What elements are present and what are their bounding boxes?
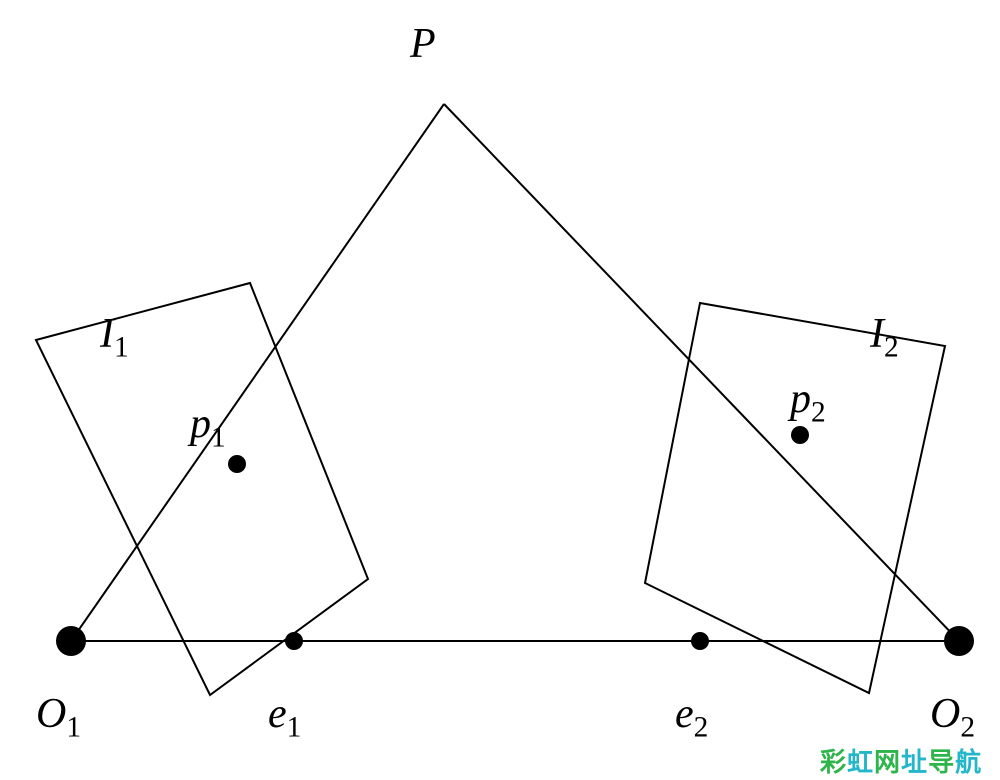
label-e1: e1 <box>268 690 301 744</box>
point-e2 <box>691 632 709 650</box>
label-P: P <box>410 20 436 68</box>
label-p2: p2 <box>790 375 826 429</box>
point-e1 <box>285 632 303 650</box>
label-O2: O2 <box>930 690 975 744</box>
image-plane-i1 <box>36 283 368 695</box>
label-e2: e2 <box>675 690 708 744</box>
line-P-O1 <box>71 104 444 641</box>
point-O1 <box>56 626 86 656</box>
watermark: 彩虹网址导航 <box>820 742 982 779</box>
point-O2 <box>944 626 974 656</box>
line-P-O2 <box>444 104 959 641</box>
epipolar-diagram <box>0 0 1000 780</box>
label-O1: O1 <box>36 690 81 744</box>
point-p1 <box>228 455 246 473</box>
label-p1: p1 <box>190 400 226 454</box>
label-I2: I2 <box>870 310 899 364</box>
label-I1: I1 <box>100 310 129 364</box>
